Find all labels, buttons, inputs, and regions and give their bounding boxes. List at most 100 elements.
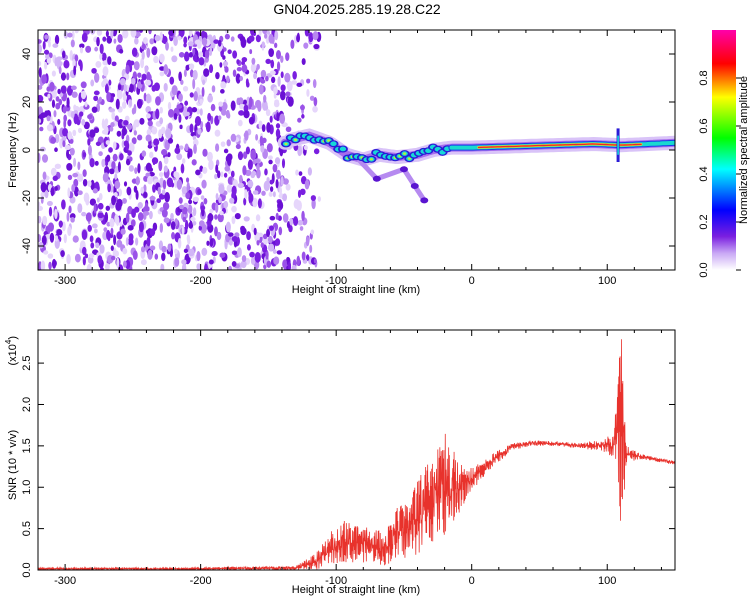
spectrogram-noise-speckle — [151, 157, 159, 165]
spectrogram-noise-speckle — [94, 46, 99, 52]
spectrogram-noise-speckle — [200, 205, 206, 211]
spectrogram-noise-speckle — [55, 235, 59, 242]
spectrogram-noise-speckle — [232, 69, 237, 77]
spectrogram-noise-speckle — [84, 253, 89, 259]
spectrogram-noise-speckle — [58, 98, 63, 106]
spectrogram-noise-speckle — [109, 217, 115, 228]
spectrogram-noise-speckle — [159, 106, 163, 114]
spectrogram-noise-speckle — [227, 232, 234, 237]
spectrogram-noise-speckle — [120, 228, 126, 235]
spectrogram-noise-speckle — [132, 122, 137, 133]
spectrogram-noise-speckle — [226, 155, 232, 167]
spectrogram-noise-speckle — [110, 122, 115, 128]
spectrogram-noise-speckle — [196, 108, 201, 115]
spectrogram-noise-speckle — [256, 168, 261, 179]
spectrogram-noise-speckle — [188, 221, 194, 229]
spectrogram-noise-speckle — [290, 39, 295, 50]
spectrogram-noise-speckle — [304, 179, 310, 190]
spectrogram-noise-speckle — [122, 197, 127, 204]
spectrogram-y-ticks: -40 -20 0 20 40 — [21, 48, 675, 254]
spectrogram-noise-speckle — [171, 231, 176, 240]
spectrogram-noise-speckle — [291, 264, 297, 270]
spectrogram-noise-speckle — [101, 118, 105, 129]
spectrogram-noise-speckle — [282, 213, 289, 223]
spectrogram-noise-speckle — [53, 110, 57, 118]
spectrogram-noise-speckle — [135, 190, 139, 200]
spectrogram-noise-speckle — [95, 60, 102, 68]
spectrogram-noise-speckle — [222, 55, 226, 60]
spectrogram-noise-speckle — [163, 217, 170, 224]
spectrogram-noise-speckle — [180, 163, 185, 174]
spectrogram-noise-speckle — [296, 82, 303, 88]
spectrogram-noise-speckle — [91, 106, 98, 113]
spectrogram-noise-speckle — [209, 238, 214, 248]
spectrogram-noise-speckle — [255, 134, 259, 141]
spectrogram-noise-speckle — [217, 39, 222, 47]
x-tick-label: 0 — [469, 275, 475, 287]
spectrogram-noise-speckle — [268, 159, 273, 165]
spectrogram-noise-speckle — [151, 46, 158, 56]
spectrogram-noise-speckle — [40, 196, 44, 204]
spectrogram-noise-speckle — [113, 234, 117, 246]
spectrogram-noise-speckle — [131, 137, 137, 145]
spectrogram-noise-speckle — [91, 223, 98, 229]
spectrogram-noise-speckle — [72, 235, 79, 243]
spectrogram-noise-speckle — [54, 163, 62, 170]
spectrogram-noise-speckle — [272, 163, 278, 173]
spectrogram-noise-speckle — [147, 249, 153, 260]
spectrogram-noise-speckle — [187, 151, 191, 159]
spectrogram-noise-speckle — [119, 48, 124, 54]
spectrogram-noise-speckle — [280, 84, 286, 92]
signal-branch-blob — [399, 166, 408, 173]
spectrogram-noise-speckle — [106, 91, 111, 102]
spectrogram-y-axis-label: Frequency (Hz) — [7, 112, 19, 188]
spectrogram-noise-speckle — [157, 186, 161, 195]
spectrogram-noise-speckle — [275, 169, 281, 180]
spectrogram-noise-speckle — [97, 255, 103, 265]
spectrogram-noise-speckle — [149, 196, 156, 201]
spectrogram-noise-speckle — [176, 179, 183, 190]
spectrogram-noise-speckle — [81, 211, 87, 217]
spectrogram-noise-speckle — [264, 104, 269, 111]
spectrogram-noise-speckle — [267, 155, 273, 160]
spectrogram-noise-speckle — [105, 205, 111, 211]
spectrogram-noise-speckle — [106, 229, 111, 241]
snr-line-path — [38, 339, 675, 570]
spectrogram-noise-speckle — [191, 107, 198, 113]
spectrogram-noise-speckle — [249, 251, 255, 258]
spectrogram-noise-speckle — [287, 96, 294, 107]
spectrogram-noise-speckle — [214, 129, 221, 137]
spectrogram-noise-speckle — [275, 212, 279, 221]
spectrogram-noise-speckle — [130, 78, 136, 85]
spectrogram-noise-speckle — [243, 132, 248, 138]
spectrogram-noise-speckle — [263, 180, 270, 192]
spectrogram-noise-speckle — [313, 43, 320, 50]
spectrogram-noise-speckle — [301, 58, 306, 65]
spectrogram-noise-speckle — [194, 39, 201, 45]
spectrogram-noise-speckle — [285, 52, 290, 62]
spectrogram-noise-speckle — [93, 90, 100, 96]
spectrogram-noise-speckle — [208, 159, 214, 171]
spectrogram-noise-speckle — [305, 236, 310, 247]
spectrogram-noise-speckle — [86, 263, 93, 270]
spectrogram-noise-speckle — [186, 234, 191, 243]
spectrogram-noise-speckle — [143, 191, 148, 198]
spectrogram-noise-speckle — [116, 89, 123, 100]
spectrogram-noise-speckle — [296, 255, 301, 267]
spectrogram-noise-speckle — [183, 51, 190, 62]
spectrogram-noise-speckle — [122, 247, 128, 255]
spectrogram-noise-speckle — [183, 36, 188, 45]
spectrogram-noise-speckle — [52, 175, 58, 182]
snr-frame — [37, 329, 676, 571]
spectrogram-noise-speckle — [215, 193, 219, 201]
spectrogram-noise-speckle — [224, 33, 230, 40]
spectrogram-noise-speckle — [99, 244, 105, 254]
spectrogram-noise-speckle — [306, 78, 311, 84]
spectrogram-noise-speckle — [309, 244, 313, 253]
spectrogram-noise-speckle — [143, 92, 147, 102]
spectrogram-noise-speckle — [122, 125, 127, 137]
spectrogram-noise-speckle — [119, 153, 124, 161]
spectrogram-noise-speckle — [188, 63, 195, 70]
spectrogram-noise-speckle — [87, 138, 91, 146]
